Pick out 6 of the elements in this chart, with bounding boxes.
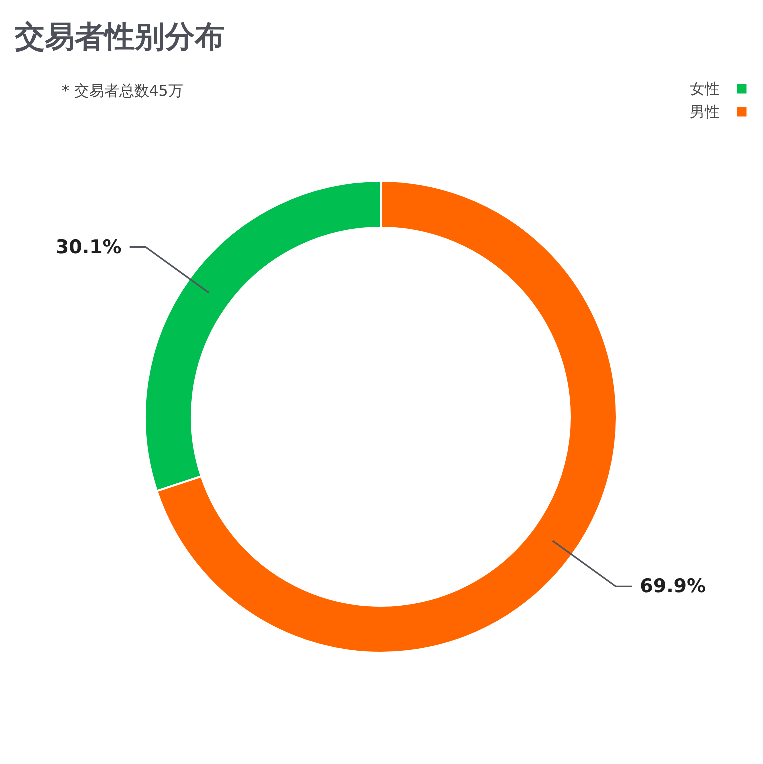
chart-subtitle: * 交易者总数45万 [62,82,184,100]
legend-label: 男性 [690,103,720,121]
data-label: 30.1% [56,236,122,258]
chart-title: 交易者性别分布 [14,20,225,55]
data-label: 69.9% [640,576,706,598]
legend-label: 女性 [690,80,720,98]
